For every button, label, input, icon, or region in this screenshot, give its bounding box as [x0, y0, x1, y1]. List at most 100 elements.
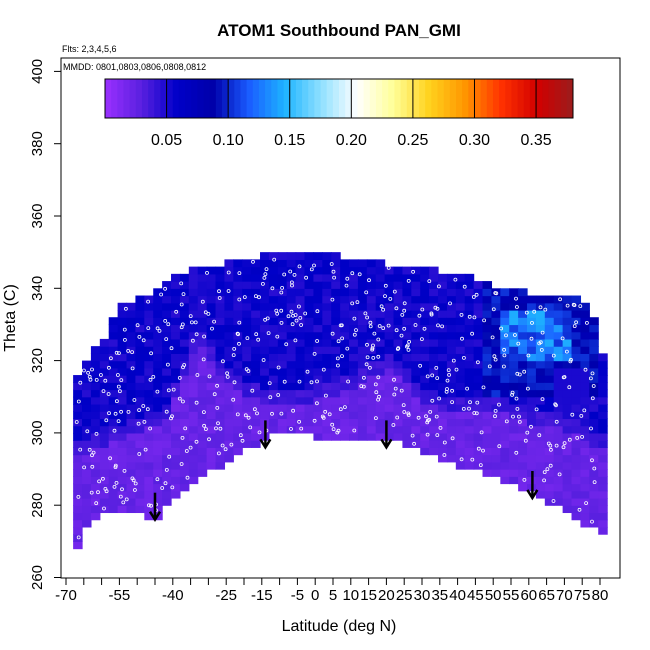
field-cell	[429, 389, 439, 398]
field-cell	[598, 505, 608, 514]
field-cell	[117, 331, 128, 340]
field-cell	[446, 411, 457, 420]
field-cell	[438, 273, 448, 282]
field-cell	[260, 331, 270, 340]
field-cell	[242, 353, 252, 362]
sample-point	[94, 431, 99, 436]
sample-point	[461, 406, 466, 411]
field-cell	[562, 403, 573, 412]
sample-point	[106, 392, 111, 396]
field-cell	[99, 389, 110, 398]
field-cell	[420, 353, 430, 362]
sample-point	[193, 320, 198, 325]
field-cell	[402, 432, 412, 441]
tropopause-arrows	[148, 420, 539, 523]
sample-point	[411, 269, 416, 274]
field-cell	[304, 382, 315, 391]
field-cell	[179, 432, 190, 441]
field-cell	[99, 432, 110, 441]
field-cell	[580, 432, 590, 441]
field-cell	[73, 526, 83, 535]
sample-point	[580, 434, 584, 439]
field-cell	[518, 309, 528, 318]
sample-point	[540, 397, 545, 402]
field-cell	[224, 266, 234, 275]
field-cell	[429, 382, 439, 391]
sample-point	[476, 446, 481, 451]
field-cell	[179, 396, 190, 405]
field-cell	[473, 440, 484, 448]
field-cell	[304, 411, 315, 420]
field-cell	[242, 418, 252, 427]
field-cell	[473, 432, 484, 441]
field-cell	[135, 295, 145, 304]
sample-point	[188, 314, 193, 319]
field-cell	[171, 476, 181, 485]
field-cell	[179, 353, 190, 362]
field-cell	[304, 281, 315, 289]
field-cell	[571, 490, 582, 499]
field-cell	[215, 411, 226, 420]
field-cell	[580, 382, 590, 391]
tropopause-arrowhead	[259, 438, 272, 450]
field-cell	[99, 418, 110, 427]
field-cell	[277, 418, 288, 427]
field-cell	[251, 266, 261, 275]
field-cell	[438, 346, 448, 354]
field-cell	[153, 454, 163, 463]
field-cell	[171, 338, 181, 347]
sample-point	[522, 369, 527, 374]
sample-point	[237, 320, 242, 325]
field-cell	[527, 346, 537, 354]
field-cell	[366, 382, 377, 391]
field-cell	[215, 266, 226, 275]
field-cell	[331, 396, 341, 405]
sample-point	[119, 378, 124, 383]
field-cell	[295, 331, 306, 340]
field-cell	[206, 266, 217, 275]
field-cell	[268, 266, 279, 275]
sample-point	[243, 413, 248, 418]
sample-point	[446, 368, 451, 373]
field-cell	[179, 382, 190, 391]
sample-point	[183, 426, 188, 431]
sample-point	[410, 433, 415, 438]
field-cell	[179, 324, 190, 333]
field-cell	[242, 295, 252, 304]
field-cell	[580, 403, 590, 412]
field-cell	[349, 411, 359, 420]
field-cell	[224, 440, 234, 448]
field-cell	[553, 432, 564, 441]
field-cell	[420, 331, 430, 340]
colorbar-segment	[215, 79, 223, 118]
field-cell	[438, 331, 448, 340]
field-cell	[322, 389, 332, 398]
field-cell	[322, 382, 332, 391]
field-cell	[224, 425, 234, 434]
sample-point	[510, 390, 515, 395]
field-cell	[527, 302, 537, 311]
field-cell	[188, 447, 199, 456]
field-cell	[491, 454, 501, 463]
field-cell	[322, 353, 332, 362]
field-cell	[393, 281, 404, 289]
field-cell	[260, 273, 270, 282]
field-cell	[277, 266, 288, 275]
field-cell	[349, 273, 359, 282]
field-cell	[393, 360, 404, 369]
field-cell	[375, 288, 386, 297]
field-cell	[420, 302, 430, 311]
field-cell	[375, 375, 386, 383]
sample-point	[517, 414, 521, 419]
colorbar-segment	[141, 79, 149, 118]
field-cell	[117, 367, 128, 376]
field-cell	[304, 353, 315, 362]
sample-point	[440, 324, 445, 329]
field-cell	[331, 425, 341, 434]
sample-point	[525, 430, 530, 435]
field-cell	[473, 461, 484, 470]
field-cell	[366, 346, 377, 354]
field-cell	[242, 288, 252, 297]
field-cell	[162, 309, 172, 318]
field-cell	[402, 273, 412, 282]
